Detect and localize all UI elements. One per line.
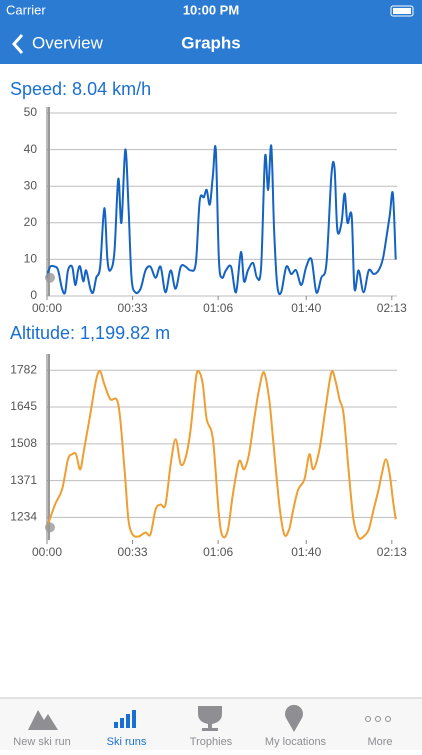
x-tick-label: 01:40 — [291, 301, 321, 315]
tab-label[interactable]: New ski run — [13, 736, 70, 748]
x-tick-label: 02:13 — [377, 545, 407, 559]
chart-title: Altitude: 1,199.82 m — [10, 323, 170, 343]
tab-label[interactable]: Ski runs — [107, 736, 147, 748]
nav-bar — [0, 0, 422, 64]
position-marker — [45, 272, 55, 283]
y-tick-label: 1782 — [10, 362, 37, 376]
carrier: Carrier — [6, 2, 46, 17]
charts: Speed: 8.04 km/h 0 10 20 30 40 50 00:00 00:33 01:… — [10, 79, 407, 559]
y-tick-label: 1234 — [10, 510, 37, 524]
battery-level — [393, 8, 411, 14]
y-tick-label: 20 — [24, 215, 38, 229]
tab-label[interactable]: More — [367, 736, 392, 748]
x-tick-label: 00:33 — [118, 545, 148, 559]
tab-icon[interactable] — [198, 706, 222, 731]
data-line — [46, 144, 397, 296]
data-line — [46, 369, 397, 540]
x-tick-label: 01:40 — [291, 545, 321, 559]
chart-title: Speed: 8.04 km/h — [10, 79, 151, 99]
x-tick-label: 00:00 — [32, 301, 62, 315]
tab-icon[interactable] — [28, 710, 58, 730]
y-tick-label: 1508 — [10, 436, 37, 450]
y-tick-label: 1371 — [10, 473, 37, 487]
y-tick-label: 10 — [24, 252, 38, 266]
tabs: New ski run Ski runs Trophies My locations M… — [13, 736, 392, 748]
x-tick-label: 00:33 — [118, 301, 148, 315]
y-tick-label: 1645 — [10, 399, 37, 413]
y-tick-label: 40 — [24, 142, 38, 156]
position-marker — [45, 522, 55, 533]
x-tick-label: 02:13 — [377, 301, 407, 315]
back-button[interactable]: Overview — [32, 33, 104, 52]
x-tick-label: 01:06 — [203, 545, 233, 559]
x-tick-label: 01:06 — [203, 301, 233, 315]
x-tick-label: 00:00 — [32, 545, 62, 559]
tab-label[interactable]: My locations — [265, 736, 327, 748]
tab-label[interactable]: Trophies — [190, 736, 233, 748]
tab-icon[interactable] — [285, 704, 304, 732]
clock: 10:00 PM — [183, 2, 239, 17]
y-tick-label: 50 — [24, 105, 38, 119]
tab-icon[interactable] — [114, 710, 136, 728]
battery — [390, 5, 414, 17]
back-chevron[interactable] — [11, 34, 24, 54]
y-tick-label: 0 — [30, 288, 37, 302]
tab-icon[interactable] — [365, 716, 391, 722]
nav-title: Graphs — [181, 33, 241, 52]
y-tick-label: 30 — [24, 178, 38, 192]
